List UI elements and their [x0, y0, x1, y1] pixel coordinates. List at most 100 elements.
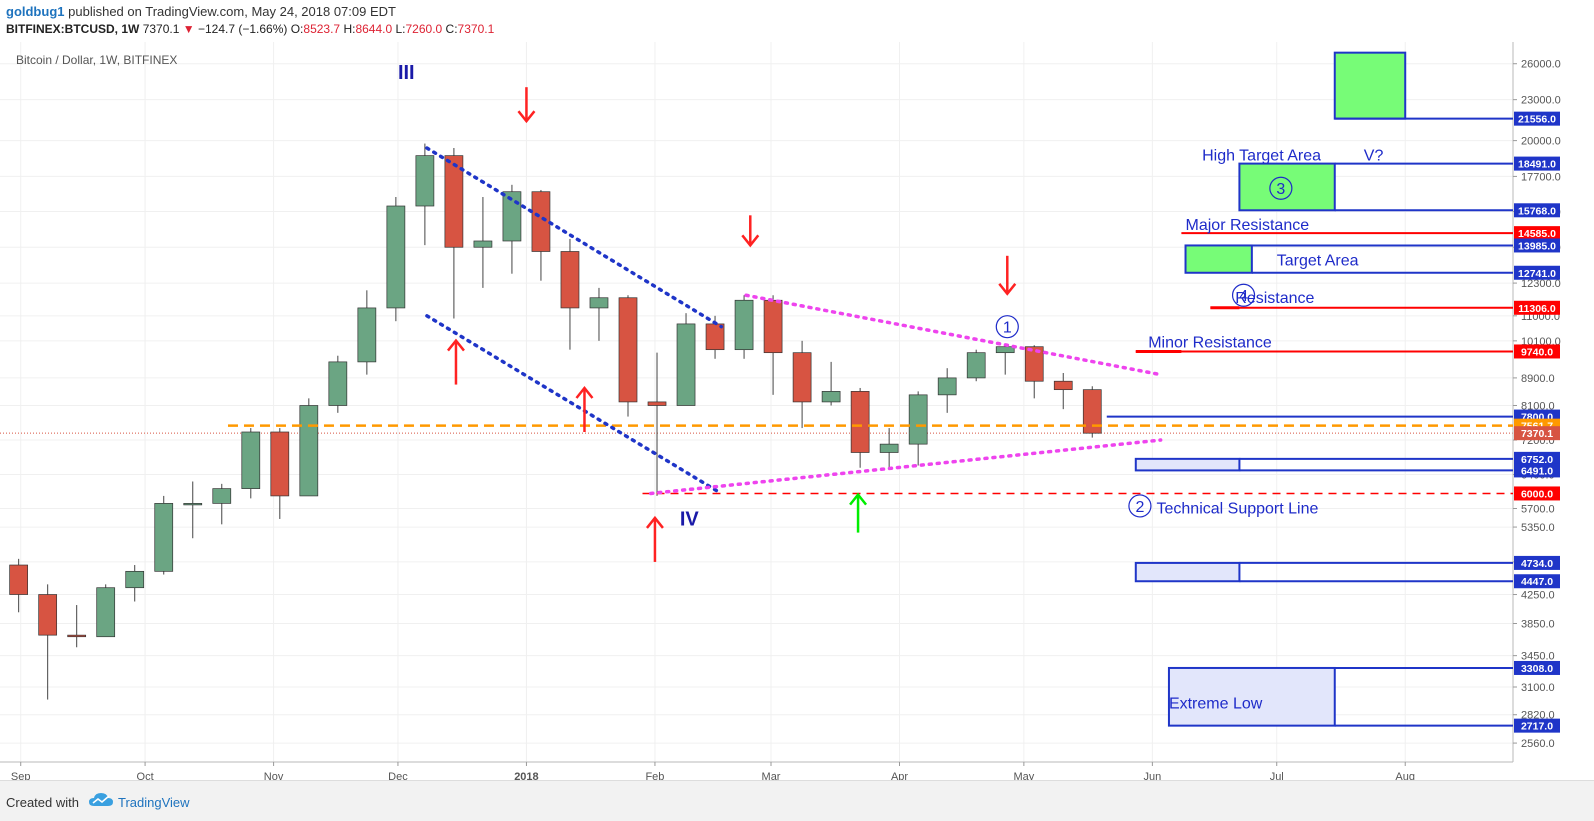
- open-value: 8523.7: [303, 22, 341, 36]
- price-tag[interactable]: 7370.1: [1514, 426, 1560, 441]
- candle: [647, 352, 667, 496]
- price-tag[interactable]: 14585.0: [1514, 226, 1560, 241]
- circle-marker: [1128, 494, 1152, 518]
- price-tag-box: [1514, 555, 1560, 570]
- high-target-box: [1238, 162, 1336, 212]
- arrow-head: [575, 385, 594, 399]
- wave-iv-label: IV: [680, 508, 700, 530]
- candle-body: [67, 634, 87, 638]
- author-link[interactable]: goldbug1: [6, 4, 65, 19]
- candle-body: [792, 352, 812, 403]
- up-arrow: [575, 385, 594, 432]
- extreme-low-box: [1167, 666, 1336, 727]
- price-tag-box: [1514, 226, 1560, 241]
- price-tag-box: [1514, 574, 1560, 589]
- price-tag[interactable]: 6752.0: [1514, 451, 1560, 466]
- down-triangle-icon: ▼: [182, 22, 195, 36]
- chart-header: goldbug1 published on TradingView.com, M…: [0, 0, 1594, 42]
- footer-bar: Created with TradingView: [0, 780, 1594, 821]
- high-target-label: High Target Area: [1202, 147, 1321, 164]
- y-tick-label: 8100.0: [1521, 401, 1555, 413]
- price-tag-label: 6000.0: [1521, 488, 1553, 500]
- candle-body: [154, 503, 174, 572]
- price-tag-label: 2717.0: [1521, 721, 1553, 733]
- y-tick-label: 12300.0: [1521, 278, 1561, 290]
- candle-body: [676, 323, 696, 406]
- price-tag[interactable]: 6000.0: [1514, 486, 1560, 501]
- drawings-group: 1 2 3 4 III IV High Target Area V? Major Resista…: [227, 51, 1513, 727]
- price-tag[interactable]: 2717.0: [1514, 718, 1560, 733]
- circled-number-3: 3: [1269, 176, 1293, 200]
- x-tick-label: Feb: [645, 771, 664, 780]
- candle-body: [850, 391, 870, 453]
- candle: [879, 428, 899, 471]
- price-tag-label: 7370.1: [1521, 428, 1553, 440]
- price-tag-box: [1514, 156, 1560, 171]
- descending-resistance-dotted-line: [744, 293, 1163, 377]
- candle: [618, 295, 638, 417]
- candle-body: [734, 299, 754, 351]
- price-tag[interactable]: 4447.0: [1514, 574, 1560, 589]
- candle-body: [270, 431, 290, 497]
- candle: [792, 340, 812, 429]
- candle-body: [618, 297, 638, 403]
- tradingview-brand-link[interactable]: TradingView: [118, 795, 190, 810]
- candle: [444, 148, 464, 319]
- candle-body: [473, 240, 493, 248]
- candle-body: [531, 191, 551, 252]
- symbol-label: BITFINEX:BTCUSD, 1W: [6, 22, 140, 36]
- price-axis[interactable]: 26000.023000.020000.017700.015700.013900…: [1513, 59, 1561, 750]
- circle-marker: [1231, 283, 1256, 307]
- minor-resistance-label: Minor Resistance: [1148, 334, 1272, 351]
- arrow-head: [446, 338, 465, 352]
- price-tag[interactable]: 21556.0: [1514, 111, 1560, 126]
- price-tag[interactable]: 6491.0: [1514, 463, 1560, 478]
- candle: [734, 295, 754, 359]
- resistance-label: Resistance: [1235, 290, 1314, 307]
- price-tag[interactable]: 4734.0: [1514, 555, 1560, 570]
- price-tag[interactable]: 18491.0: [1514, 156, 1560, 171]
- candlestick-chart[interactable]: Bitcoin / Dollar, 1W, BITFINEX 1 2 3 4 III IV…: [0, 42, 1594, 780]
- arrow-head: [849, 492, 868, 506]
- time-axis[interactable]: Sep Oct Nov Dec 2018 Feb Mar Apr May Jun Jul Aug: [11, 762, 1415, 780]
- circle-number: 1: [1003, 320, 1012, 337]
- extreme-low-label: Extreme Low: [1169, 696, 1263, 713]
- price-tag[interactable]: 15768.0: [1514, 203, 1560, 218]
- candle-body: [995, 346, 1015, 354]
- x-tick-label: Mar: [762, 771, 781, 780]
- candle-body: [241, 431, 261, 489]
- y-tick-label: 2560.0: [1521, 738, 1555, 750]
- technical-support-label: Technical Support Line: [1157, 501, 1319, 518]
- circle-number: 3: [1276, 181, 1285, 198]
- candle-body: [212, 488, 232, 504]
- price-tag[interactable]: 11306.0: [1514, 300, 1560, 315]
- circled-number-2: 2: [1128, 494, 1152, 518]
- price-tag-label: 4734.0: [1521, 558, 1553, 570]
- candle: [850, 387, 870, 468]
- candle-body: [1024, 346, 1044, 382]
- price-tag[interactable]: 12741.0: [1514, 265, 1560, 280]
- tradingview-cloud-icon[interactable]: [88, 791, 114, 809]
- y-tick-label: 23000.0: [1521, 95, 1561, 107]
- candle: [96, 584, 116, 638]
- price-tag[interactable]: 13985.0: [1514, 238, 1560, 253]
- up-arrow-green: [849, 492, 868, 533]
- support-box-lower: [1134, 561, 1241, 583]
- y-tick-label: 3100.0: [1521, 682, 1555, 694]
- target-area-label: Target Area: [1277, 253, 1359, 270]
- open-label: O:: [290, 22, 304, 36]
- candle: [676, 313, 696, 406]
- price-tag-box: [1514, 300, 1560, 315]
- price-tag-label: 3308.0: [1521, 663, 1553, 675]
- price-tag-box: [1514, 238, 1560, 253]
- x-tick-label: Aug: [1395, 771, 1415, 780]
- circled-number-1: 1: [995, 315, 1019, 339]
- candle: [241, 428, 261, 499]
- price-tag[interactable]: 9740.0: [1514, 344, 1560, 359]
- x-tick-label: Oct: [137, 771, 154, 780]
- price-tag[interactable]: 3308.0: [1514, 660, 1560, 675]
- circle-marker: [1269, 176, 1293, 200]
- down-arrow: [517, 87, 536, 124]
- candle-body: [966, 352, 986, 379]
- candle-body: [386, 205, 406, 309]
